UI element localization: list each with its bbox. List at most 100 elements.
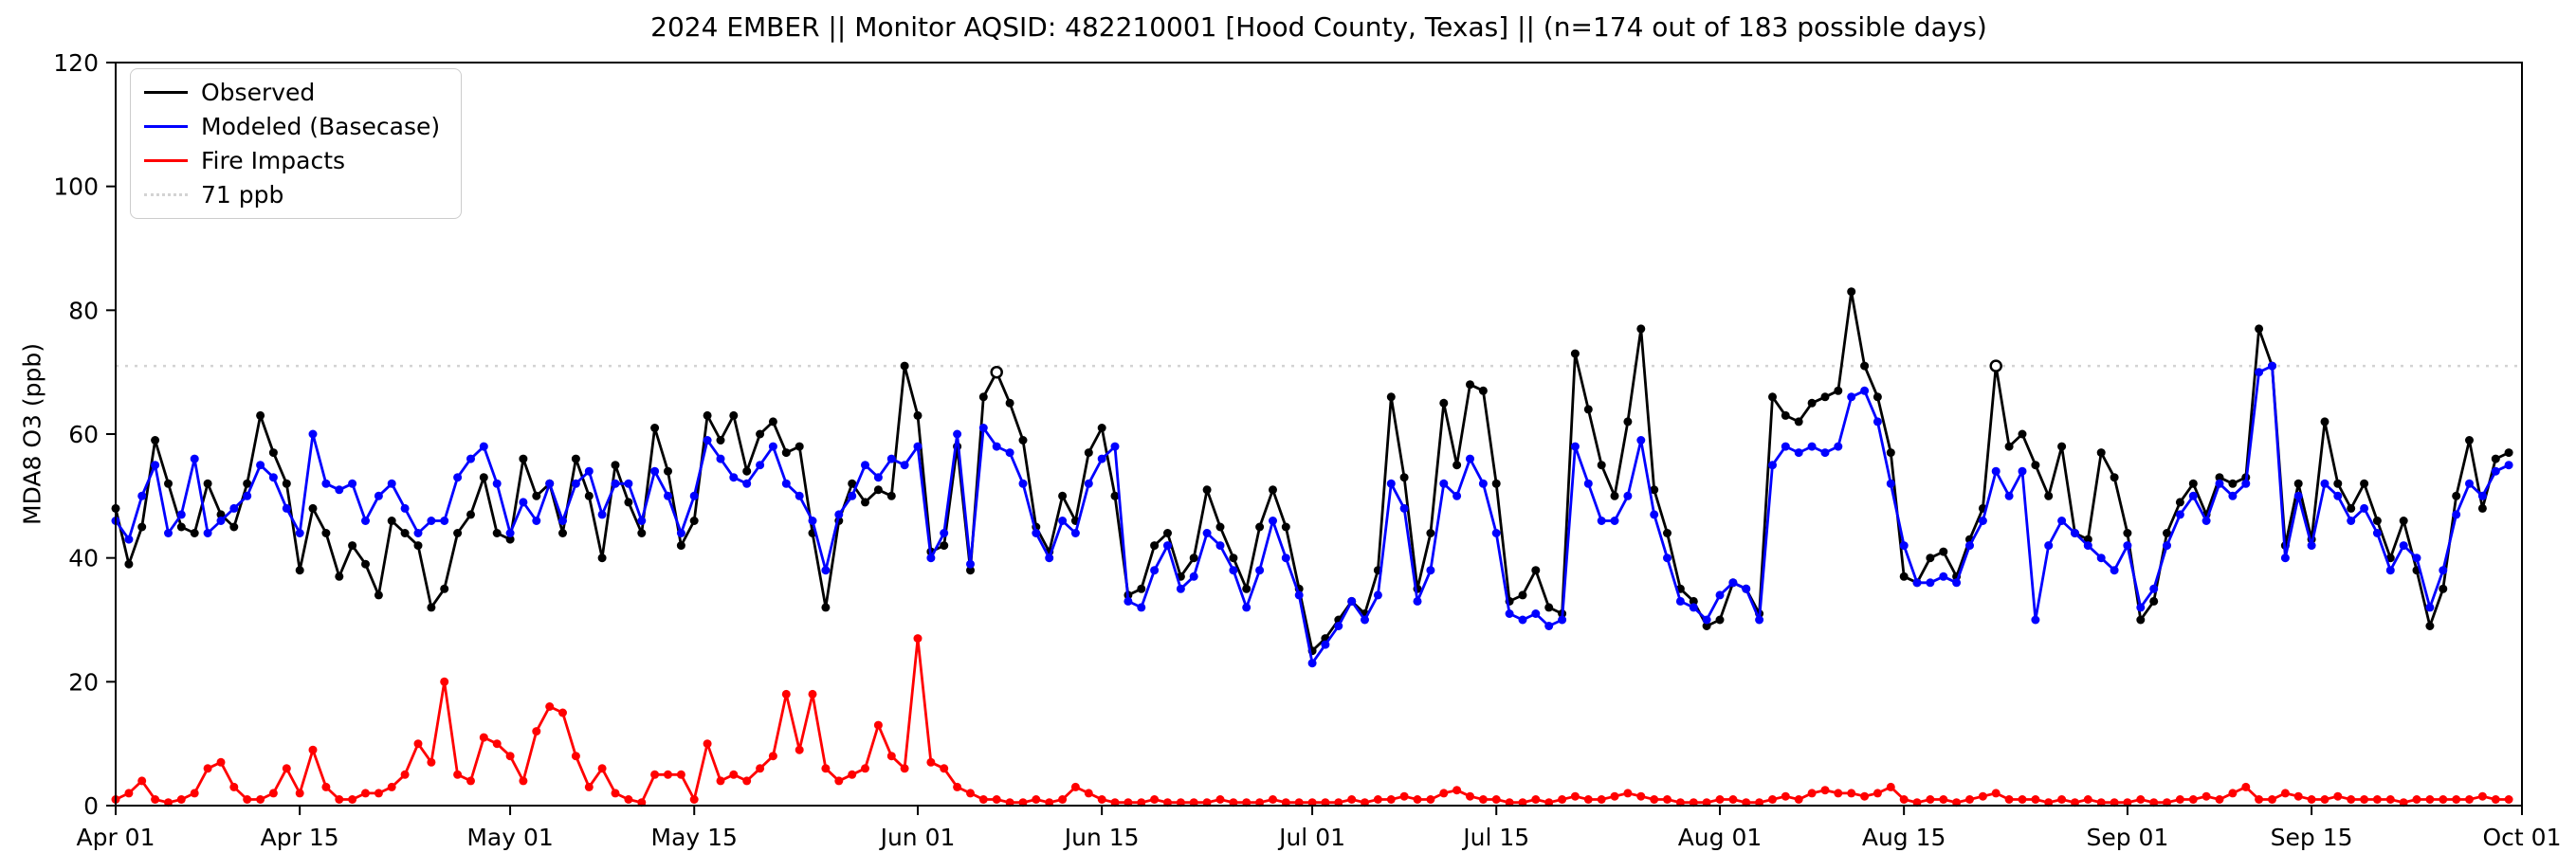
data-point <box>1912 798 1922 808</box>
data-point <box>295 789 304 798</box>
data-point <box>2347 503 2356 513</box>
data-point <box>2057 442 2067 451</box>
data-point <box>2241 782 2251 791</box>
data-point <box>1755 798 1764 808</box>
data-point <box>400 503 410 513</box>
data-point <box>505 752 515 761</box>
data-point <box>1426 795 1435 804</box>
x-tick-label: Oct 01 <box>2483 824 2562 851</box>
data-point <box>216 517 226 525</box>
data-point <box>2504 461 2513 470</box>
data-point <box>1347 795 1357 804</box>
data-point <box>1847 287 1856 297</box>
data-point <box>848 491 857 500</box>
data-point <box>1084 448 1093 458</box>
data-point <box>992 795 1001 804</box>
data-point <box>1347 596 1357 606</box>
data-point <box>1991 466 2001 476</box>
data-point <box>1269 485 1277 495</box>
data-point <box>966 789 975 798</box>
data-point <box>2136 603 2146 612</box>
data-point <box>1650 510 1659 519</box>
legend-item-observed: Observed <box>144 79 440 106</box>
data-point <box>1623 491 1633 500</box>
data-point <box>966 559 975 569</box>
data-point <box>2333 491 2343 500</box>
data-point <box>729 410 739 420</box>
data-point <box>821 566 831 575</box>
data-point <box>795 491 804 500</box>
data-point <box>1834 442 1843 451</box>
data-point <box>1544 622 1554 630</box>
data-point <box>886 454 896 463</box>
data-point <box>940 541 949 551</box>
data-point <box>190 529 199 537</box>
data-point <box>1531 566 1541 575</box>
data-point <box>2268 361 2276 371</box>
data-point <box>203 764 212 773</box>
data-point <box>2280 554 2290 563</box>
data-point <box>1439 479 1449 488</box>
data-point <box>1084 789 1093 798</box>
data-point <box>703 410 712 420</box>
data-point <box>1018 798 1028 808</box>
data-point <box>1742 798 1751 808</box>
data-point <box>1466 454 1474 463</box>
data-point <box>1794 795 1803 804</box>
data-point <box>1399 503 1409 513</box>
data-point <box>624 498 633 507</box>
data-point <box>926 554 936 563</box>
data-point <box>466 776 475 786</box>
data-point <box>453 473 463 482</box>
data-point <box>164 529 173 537</box>
data-point <box>2083 541 2092 551</box>
data-point <box>2149 596 2159 606</box>
data-point <box>1242 798 1251 808</box>
data-point <box>1070 529 1080 537</box>
data-point <box>1978 791 1987 801</box>
observed-markers <box>111 287 2513 656</box>
data-point <box>821 603 831 612</box>
modeled-basecase-markers <box>111 361 2513 668</box>
data-point <box>1255 566 1265 575</box>
data-point <box>1386 479 1396 488</box>
data-point <box>453 770 463 779</box>
data-point <box>873 473 883 482</box>
data-point <box>611 789 620 798</box>
data-point <box>2307 541 2316 551</box>
data-point <box>703 436 712 445</box>
data-point <box>2228 789 2238 798</box>
data-point <box>1675 596 1685 606</box>
data-point <box>1794 448 1803 458</box>
data-point <box>584 782 594 791</box>
data-point <box>1623 789 1633 798</box>
data-point <box>2149 584 2159 593</box>
data-point <box>834 776 844 786</box>
data-point <box>176 795 186 804</box>
data-point <box>440 584 449 593</box>
data-point <box>1229 554 1238 563</box>
data-point <box>1807 789 1817 798</box>
data-point <box>203 479 212 488</box>
data-point <box>1032 529 1041 537</box>
data-point <box>1939 795 1948 804</box>
data-point <box>940 529 949 537</box>
data-point <box>321 479 331 488</box>
data-point <box>2215 473 2224 482</box>
data-point <box>1137 798 1146 808</box>
data-point <box>1663 529 1672 537</box>
data-point <box>1478 479 1488 488</box>
data-point <box>873 720 883 730</box>
data-point <box>1650 795 1659 804</box>
data-point <box>1163 798 1172 808</box>
data-point <box>1150 795 1160 804</box>
data-point <box>676 770 685 779</box>
data-point <box>440 677 449 686</box>
data-point <box>756 461 765 470</box>
data-point <box>637 517 647 525</box>
data-point <box>466 510 475 519</box>
data-point <box>1373 795 1382 804</box>
x-tick-label: May 01 <box>466 824 553 851</box>
data-point <box>1518 590 1527 600</box>
data-point <box>361 517 370 525</box>
